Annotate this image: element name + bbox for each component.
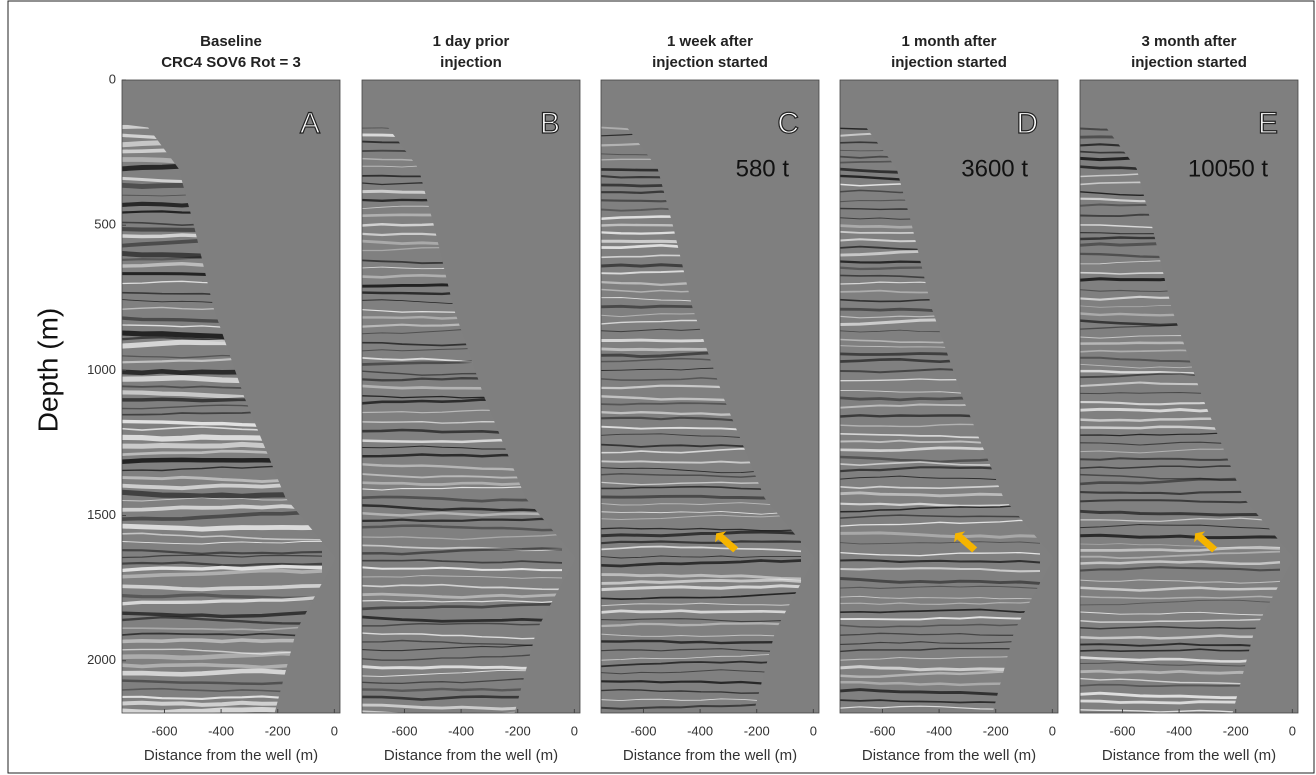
panel-title: 1 day prior — [433, 33, 510, 50]
x-tick-label: -200 — [1223, 723, 1249, 738]
x-tick-label: -600 — [630, 723, 656, 738]
x-tick-label: 0 — [1289, 723, 1296, 738]
arrow — [1194, 531, 1218, 553]
arrow — [954, 531, 978, 553]
x-axis-label: Distance from the well (m) — [862, 747, 1036, 764]
panel-title: CRC4 SOV6 Rot = 3 — [161, 54, 301, 71]
panel-border — [839, 79, 1059, 714]
x-tick-label: -200 — [265, 723, 291, 738]
x-axis-label: Distance from the well (m) — [384, 747, 558, 764]
x-tick-label: -400 — [926, 723, 952, 738]
panel-border — [600, 79, 820, 714]
x-axis-label: Distance from the well (m) — [144, 747, 318, 764]
x-axis-label: Distance from the well (m) — [1102, 747, 1276, 764]
panel-label: C — [777, 107, 799, 140]
x-tick-label: -200 — [983, 723, 1009, 738]
x-tick-label: -600 — [151, 723, 177, 738]
panel-title: 1 week after — [667, 33, 753, 50]
x-tick-label: -400 — [208, 723, 234, 738]
annotation: 3600 t — [961, 155, 1028, 182]
panel-label: B — [540, 107, 560, 140]
x-tick-label: 0 — [331, 723, 338, 738]
x-tick-label: -200 — [744, 723, 770, 738]
x-tick-label: 0 — [810, 723, 817, 738]
x-tick-label: -400 — [1166, 723, 1192, 738]
x-tick-label: -200 — [505, 723, 531, 738]
frame — [7, 0, 1315, 774]
panel-title: injection started — [891, 54, 1007, 71]
panel-title: injection — [440, 54, 502, 71]
y-tick-label: 1000 — [87, 362, 116, 377]
panel-title: 1 month after — [901, 33, 996, 50]
y-tick-label: 0 — [109, 71, 116, 86]
panel-label: D — [1016, 107, 1038, 140]
panel-border — [361, 79, 581, 714]
y-tick-label: 2000 — [87, 652, 116, 667]
x-tick-label: -400 — [448, 723, 474, 738]
panel-border — [1079, 79, 1299, 714]
y-tick-label: 500 — [94, 217, 116, 232]
x-tick-label: -400 — [687, 723, 713, 738]
x-tick-label: -600 — [869, 723, 895, 738]
x-tick-label: -600 — [1109, 723, 1135, 738]
arrow — [715, 531, 739, 553]
annotation: 580 t — [736, 155, 790, 182]
x-tick-label: 0 — [1049, 723, 1056, 738]
panel-label: A — [300, 107, 320, 140]
panel-title: Baseline — [200, 33, 262, 50]
panel-title: 3 month after — [1141, 33, 1236, 50]
panel-border — [121, 79, 341, 714]
x-tick-label: -600 — [391, 723, 417, 738]
x-tick-label: 0 — [571, 723, 578, 738]
panel-title: injection started — [1131, 54, 1247, 71]
y-tick-label: 1500 — [87, 507, 116, 522]
annotation: 10050 t — [1188, 155, 1268, 182]
x-axis-label: Distance from the well (m) — [623, 747, 797, 764]
panel-title: injection started — [652, 54, 768, 71]
panel-label: E — [1258, 107, 1278, 140]
y-axis-label: Depth (m) — [32, 308, 63, 432]
